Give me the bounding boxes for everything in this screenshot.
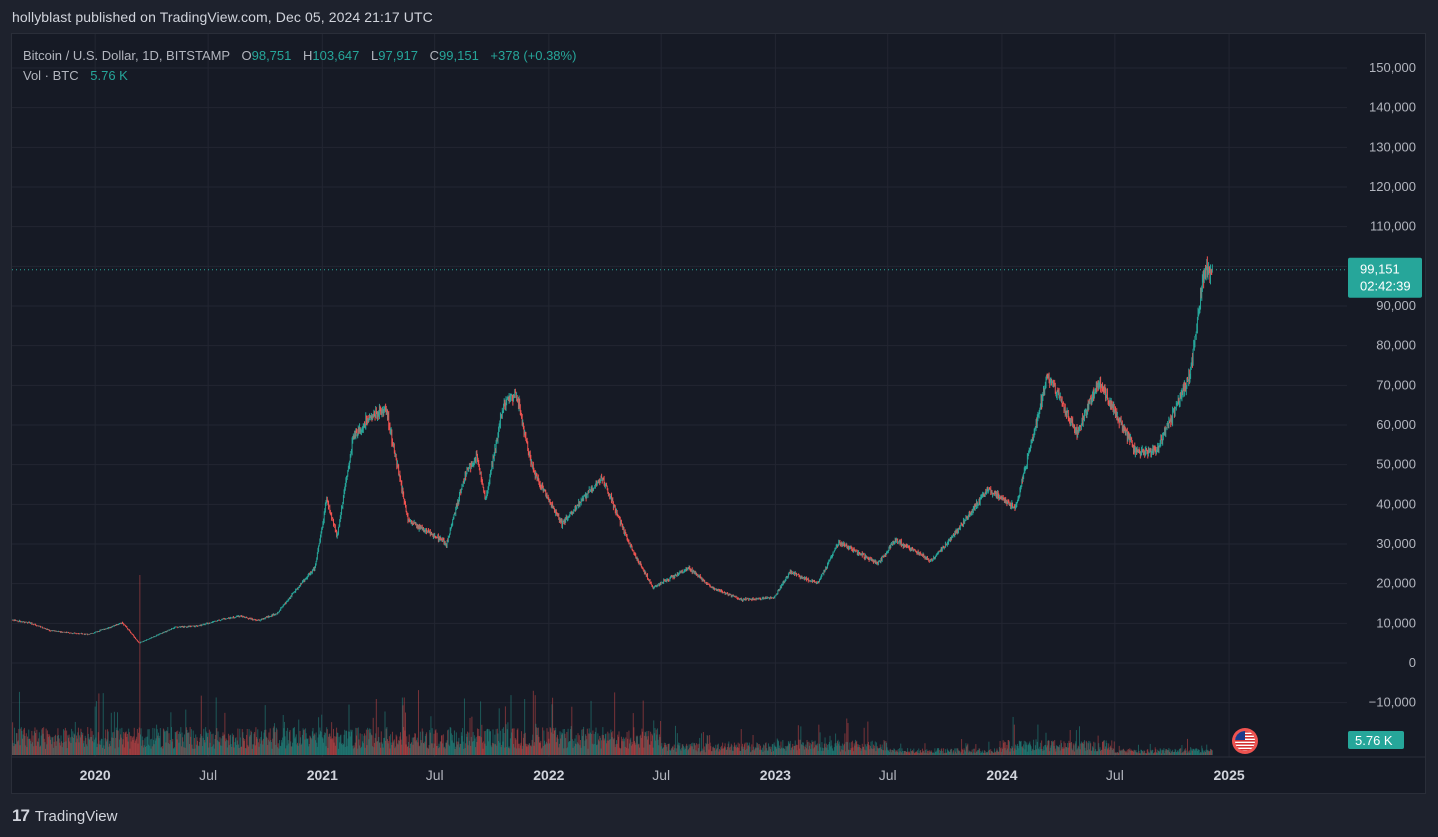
open-label: O — [241, 48, 252, 63]
volume-label[interactable]: Vol · BTC — [23, 68, 79, 83]
time-axis-label[interactable]: 2025 — [1214, 767, 1245, 783]
price-axis-label[interactable]: 10,000 — [1376, 615, 1416, 630]
time-axis-label[interactable]: 2020 — [80, 767, 111, 783]
us-flag-icon[interactable] — [1232, 728, 1258, 754]
time-axis-label[interactable]: 2023 — [760, 767, 791, 783]
low-label: L — [371, 48, 379, 63]
last-price-tag-value: 99,151 — [1360, 262, 1400, 277]
footer[interactable]: 17 TradingView — [12, 806, 117, 826]
close-value: 99,151 — [439, 48, 479, 63]
tradingview-brand[interactable]: TradingView — [34, 807, 118, 825]
candles — [12, 256, 1213, 644]
time-axis-label[interactable]: Jul — [652, 767, 670, 783]
price-axis-label[interactable]: 30,000 — [1376, 536, 1416, 551]
volume-bars — [12, 575, 1213, 755]
price-axis-label[interactable]: 40,000 — [1376, 496, 1416, 511]
chart-grid — [12, 34, 1347, 757]
price-axis-label[interactable]: 150,000 — [1369, 60, 1416, 75]
time-axis-label[interactable]: Jul — [426, 767, 444, 783]
time-axis-label[interactable]: Jul — [879, 767, 897, 783]
last-price-tag — [1348, 257, 1422, 298]
time-axis-label[interactable]: Jul — [199, 767, 217, 783]
time-axis-label[interactable]: 2022 — [533, 767, 564, 783]
price-chart[interactable]: 150,000 140,000 130,000 120,000 110,000 90,00… — [12, 34, 1425, 793]
price-axis-label[interactable]: −10,000 — [1369, 695, 1416, 710]
axis-tags: 99,151 02:42:39 5.76 K — [1232, 257, 1422, 754]
close-label: C — [429, 48, 440, 63]
time-axis: 2020 Jul 2021 Jul 2022 Jul 2023 Jul 2024 Jul 2025 — [12, 756, 1425, 783]
high-label: H — [303, 48, 313, 63]
published-header: hollyblast published on TradingView.com,… — [12, 9, 433, 25]
volume-tag — [1348, 731, 1404, 749]
price-axis-label[interactable]: 90,000 — [1376, 298, 1416, 313]
tradingview-logo-icon: 17 — [12, 806, 30, 825]
symbol-title[interactable]: Bitcoin / U.S. Dollar, 1D, BITSTAMP — [23, 48, 230, 63]
time-axis-label[interactable]: 2021 — [307, 767, 338, 783]
time-axis-label[interactable]: 2024 — [986, 767, 1017, 783]
price-axis-label[interactable]: 20,000 — [1376, 576, 1416, 591]
volume-tag-value: 5.76 K — [1355, 733, 1393, 748]
price-axis-label[interactable]: 60,000 — [1376, 417, 1416, 432]
volume-row[interactable]: Vol · BTC 5.76 K — [23, 66, 576, 86]
price-axis-label[interactable]: 140,000 — [1369, 100, 1416, 115]
price-axis: 150,000 140,000 130,000 120,000 110,000 90,00… — [1369, 60, 1416, 710]
price-axis-label[interactable]: 70,000 — [1376, 377, 1416, 392]
low-value: 97,917 — [378, 48, 419, 63]
price-axis-label[interactable]: 50,000 — [1376, 457, 1416, 472]
chart-legend: Bitcoin / U.S. Dollar, 1D, BITSTAMP O98,… — [23, 46, 576, 86]
change-value: +378 (+0.38%) — [490, 48, 577, 63]
price-axis-label[interactable]: 0 — [1409, 655, 1416, 670]
high-value: 103,647 — [312, 48, 360, 63]
price-axis-label[interactable]: 80,000 — [1376, 338, 1416, 353]
symbol-row[interactable]: Bitcoin / U.S. Dollar, 1D, BITSTAMP O98,… — [23, 46, 576, 66]
volume-value: 5.76 K — [90, 68, 128, 83]
open-value: 98,751 — [251, 48, 292, 63]
bar-countdown: 02:42:39 — [1360, 279, 1411, 294]
chart-pane[interactable]: 150,000 140,000 130,000 120,000 110,000 90,00… — [11, 33, 1426, 794]
price-axis-label[interactable]: 110,000 — [1370, 219, 1416, 234]
time-axis-label[interactable]: Jul — [1106, 767, 1124, 783]
price-axis-label[interactable]: 130,000 — [1369, 139, 1416, 154]
price-axis-label[interactable]: 120,000 — [1369, 179, 1416, 194]
